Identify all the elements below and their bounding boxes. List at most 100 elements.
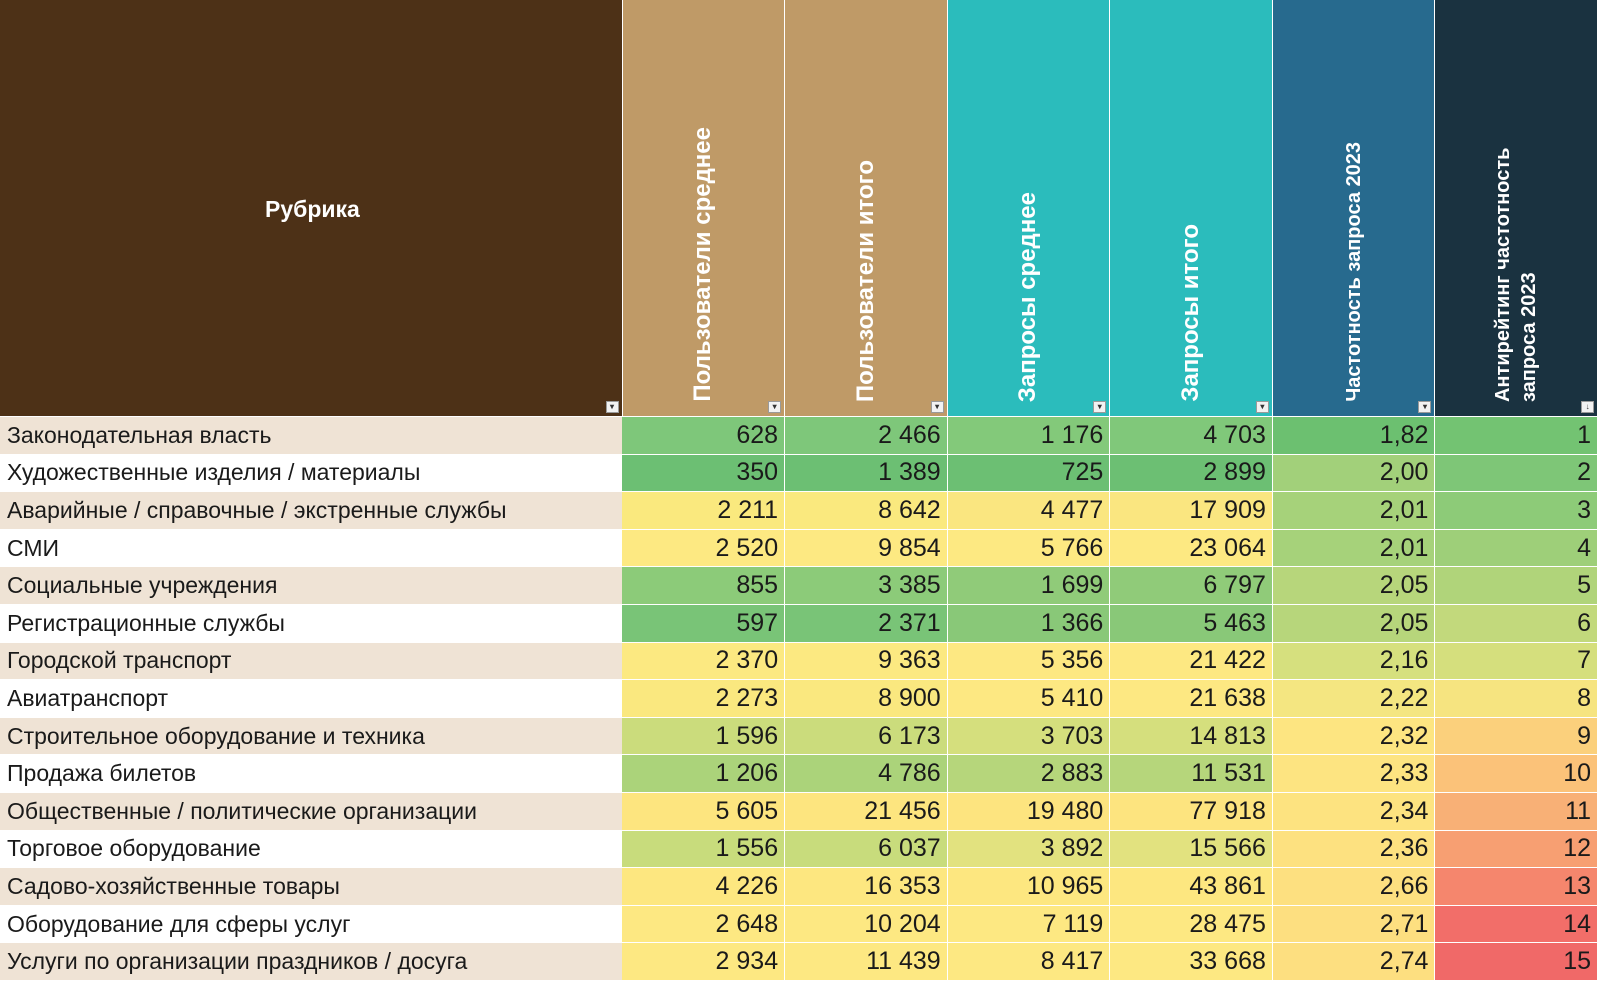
value-cell[interactable]: 6 037 xyxy=(784,830,948,869)
value-cell[interactable]: 4 226 xyxy=(622,867,786,906)
filter-dropdown-icon[interactable]: ▾ xyxy=(1418,401,1432,413)
rubric-cell[interactable]: Регистрационные службы xyxy=(0,604,622,643)
value-cell[interactable]: 9 854 xyxy=(784,529,948,568)
rubric-cell[interactable]: СМИ xyxy=(0,529,622,568)
value-cell[interactable]: 6 797 xyxy=(1109,566,1273,605)
table-row[interactable]: Художественные изделия / материалы 350 1 3… xyxy=(0,454,1599,493)
sort-descending-icon[interactable]: ↓ xyxy=(1581,401,1595,413)
value-cell[interactable]: 1 176 xyxy=(947,416,1111,455)
value-cell[interactable]: 14 813 xyxy=(1109,717,1273,756)
value-cell[interactable]: 3 892 xyxy=(947,830,1111,869)
table-row[interactable]: Городской транспорт 2 370 9 363 5 356 21 422… xyxy=(0,642,1599,681)
rubric-cell[interactable]: Законодательная власть xyxy=(0,416,622,455)
value-cell[interactable]: 3 703 xyxy=(947,717,1111,756)
value-cell[interactable]: 16 353 xyxy=(784,867,948,906)
value-cell[interactable]: 77 918 xyxy=(1109,792,1273,831)
value-cell[interactable]: 4 477 xyxy=(947,491,1111,530)
value-cell[interactable]: 2,05 xyxy=(1272,566,1436,605)
rubric-cell[interactable]: Городской транспорт xyxy=(0,642,622,681)
value-cell[interactable]: 597 xyxy=(622,604,786,643)
value-cell[interactable]: 8 417 xyxy=(947,942,1111,981)
value-cell[interactable]: 2 883 xyxy=(947,754,1111,793)
column-header-query-frequency[interactable]: Частотность запроса 2023 ▾ xyxy=(1272,0,1436,417)
value-cell[interactable]: 10 204 xyxy=(784,905,948,944)
rubric-cell[interactable]: Общественные / политические организации xyxy=(0,792,622,831)
value-cell[interactable]: 1 389 xyxy=(784,454,948,493)
table-row[interactable]: Строительное оборудование и техника 1 596… xyxy=(0,717,1599,756)
rubric-cell[interactable]: Социальные учреждения xyxy=(0,566,622,605)
table-row[interactable]: Социальные учреждения 855 3 385 1 699 6 797 2… xyxy=(0,566,1599,605)
value-cell[interactable]: 350 xyxy=(622,454,786,493)
value-cell[interactable]: 8 xyxy=(1434,679,1599,718)
value-cell[interactable]: 19 480 xyxy=(947,792,1111,831)
value-cell[interactable]: 2,71 xyxy=(1272,905,1436,944)
value-cell[interactable]: 2,33 xyxy=(1272,754,1436,793)
filter-dropdown-icon[interactable]: ▾ xyxy=(930,401,944,413)
value-cell[interactable]: 5 605 xyxy=(622,792,786,831)
rubric-cell[interactable]: Художественные изделия / материалы xyxy=(0,454,622,493)
value-cell[interactable]: 1 206 xyxy=(622,754,786,793)
value-cell[interactable]: 4 703 xyxy=(1109,416,1273,455)
value-cell[interactable]: 725 xyxy=(947,454,1111,493)
value-cell[interactable]: 21 638 xyxy=(1109,679,1273,718)
value-cell[interactable]: 5 463 xyxy=(1109,604,1273,643)
value-cell[interactable]: 11 439 xyxy=(784,942,948,981)
value-cell[interactable]: 10 965 xyxy=(947,867,1111,906)
value-cell[interactable]: 12 xyxy=(1434,830,1599,869)
value-cell[interactable]: 2 xyxy=(1434,454,1599,493)
rubric-cell[interactable]: Продажа билетов xyxy=(0,754,622,793)
value-cell[interactable]: 8 900 xyxy=(784,679,948,718)
value-cell[interactable]: 9 xyxy=(1434,717,1599,756)
value-cell[interactable]: 2,00 xyxy=(1272,454,1436,493)
value-cell[interactable]: 5 766 xyxy=(947,529,1111,568)
value-cell[interactable]: 2,16 xyxy=(1272,642,1436,681)
value-cell[interactable]: 17 909 xyxy=(1109,491,1273,530)
value-cell[interactable]: 21 456 xyxy=(784,792,948,831)
value-cell[interactable]: 11 531 xyxy=(1109,754,1273,793)
value-cell[interactable]: 15 xyxy=(1434,942,1599,981)
value-cell[interactable]: 855 xyxy=(622,566,786,605)
table-row[interactable]: Законодательная власть 628 2 466 1 176 4 703… xyxy=(0,416,1599,455)
value-cell[interactable]: 14 xyxy=(1434,905,1599,944)
value-cell[interactable]: 628 xyxy=(622,416,786,455)
table-row[interactable]: Авиатранспорт 2 273 8 900 5 410 21 638 2,22 8 xyxy=(0,679,1599,718)
rubric-cell[interactable]: Садово-хозяйственные товары xyxy=(0,867,622,906)
value-cell[interactable]: 2 466 xyxy=(784,416,948,455)
value-cell[interactable]: 2 934 xyxy=(622,942,786,981)
value-cell[interactable]: 4 xyxy=(1434,529,1599,568)
value-cell[interactable]: 2 520 xyxy=(622,529,786,568)
value-cell[interactable]: 2 899 xyxy=(1109,454,1273,493)
value-cell[interactable]: 33 668 xyxy=(1109,942,1273,981)
table-row[interactable]: Услуги по организации праздников / досуг… xyxy=(0,942,1599,981)
value-cell[interactable]: 7 xyxy=(1434,642,1599,681)
value-cell[interactable]: 5 xyxy=(1434,566,1599,605)
value-cell[interactable]: 23 064 xyxy=(1109,529,1273,568)
table-row[interactable]: Аварийные / справочные / экстренные служ… xyxy=(0,491,1599,530)
value-cell[interactable]: 3 xyxy=(1434,491,1599,530)
value-cell[interactable]: 8 642 xyxy=(784,491,948,530)
rubric-cell[interactable]: Строительное оборудование и техника xyxy=(0,717,622,756)
column-header-rubric[interactable]: Рубрика ▾ xyxy=(0,0,623,417)
value-cell[interactable]: 15 566 xyxy=(1109,830,1273,869)
filter-dropdown-icon[interactable]: ▾ xyxy=(768,401,782,413)
value-cell[interactable]: 2,32 xyxy=(1272,717,1436,756)
value-cell[interactable]: 9 363 xyxy=(784,642,948,681)
value-cell[interactable]: 7 119 xyxy=(947,905,1111,944)
table-row[interactable]: СМИ 2 520 9 854 5 766 23 064 2,01 4 xyxy=(0,529,1599,568)
column-header-antirating[interactable]: Антирейтинг частотность запроса 2023 ↓ xyxy=(1434,0,1599,417)
value-cell[interactable]: 10 xyxy=(1434,754,1599,793)
rubric-cell[interactable]: Услуги по организации праздников / досуг… xyxy=(0,942,622,981)
value-cell[interactable]: 28 475 xyxy=(1109,905,1273,944)
table-row[interactable]: Оборудование для сферы услуг 2 648 10 204 7… xyxy=(0,905,1599,944)
value-cell[interactable]: 1 366 xyxy=(947,604,1111,643)
table-row[interactable]: Продажа билетов 1 206 4 786 2 883 11 531 2,33… xyxy=(0,754,1599,793)
value-cell[interactable]: 43 861 xyxy=(1109,867,1273,906)
value-cell[interactable]: 6 173 xyxy=(784,717,948,756)
value-cell[interactable]: 2,22 xyxy=(1272,679,1436,718)
value-cell[interactable]: 21 422 xyxy=(1109,642,1273,681)
filter-dropdown-icon[interactable]: ▾ xyxy=(1093,401,1107,413)
rubric-cell[interactable]: Авиатранспорт xyxy=(0,679,622,718)
value-cell[interactable]: 2,34 xyxy=(1272,792,1436,831)
value-cell[interactable]: 2,66 xyxy=(1272,867,1436,906)
rubric-cell[interactable]: Оборудование для сферы услуг xyxy=(0,905,622,944)
